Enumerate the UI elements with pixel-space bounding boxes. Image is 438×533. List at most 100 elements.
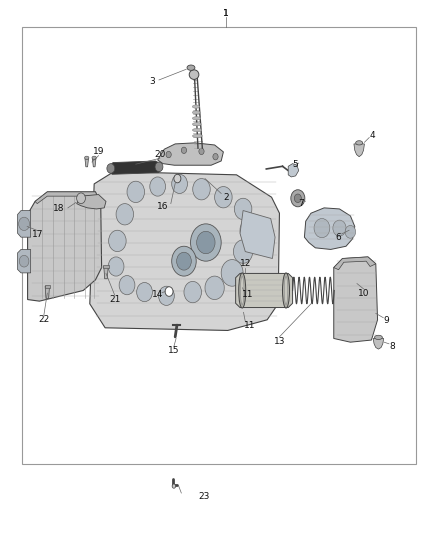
- Polygon shape: [104, 266, 108, 279]
- Circle shape: [205, 276, 224, 300]
- Circle shape: [77, 193, 85, 204]
- Text: 1: 1: [223, 9, 229, 18]
- Ellipse shape: [356, 141, 363, 145]
- Text: 11: 11: [242, 290, 253, 298]
- Circle shape: [159, 286, 174, 305]
- Text: 22: 22: [38, 316, 49, 324]
- Circle shape: [314, 219, 330, 238]
- Text: 3: 3: [150, 77, 155, 85]
- Text: 16: 16: [157, 203, 169, 211]
- Polygon shape: [18, 211, 31, 237]
- Ellipse shape: [92, 156, 96, 159]
- Ellipse shape: [284, 276, 288, 305]
- Circle shape: [191, 224, 221, 261]
- Text: 15: 15: [168, 346, 180, 355]
- Circle shape: [333, 220, 346, 236]
- Text: 7: 7: [299, 199, 304, 208]
- Circle shape: [213, 154, 218, 160]
- Polygon shape: [45, 286, 49, 298]
- Polygon shape: [18, 249, 31, 273]
- Polygon shape: [304, 208, 355, 249]
- Ellipse shape: [192, 111, 200, 114]
- Text: 11: 11: [244, 321, 255, 329]
- Circle shape: [165, 287, 173, 296]
- Text: 17: 17: [32, 230, 44, 239]
- Circle shape: [172, 246, 196, 276]
- Circle shape: [18, 217, 30, 231]
- Polygon shape: [236, 273, 293, 308]
- Circle shape: [174, 174, 181, 183]
- Polygon shape: [35, 192, 101, 205]
- Circle shape: [107, 164, 115, 173]
- Bar: [45, 285, 50, 288]
- Circle shape: [116, 204, 134, 225]
- Bar: [22, 27, 416, 464]
- Ellipse shape: [85, 156, 89, 159]
- Polygon shape: [158, 143, 223, 165]
- Circle shape: [172, 174, 187, 193]
- Text: 9: 9: [383, 317, 389, 325]
- Text: 1: 1: [223, 9, 229, 18]
- Ellipse shape: [239, 273, 246, 308]
- Ellipse shape: [283, 273, 290, 308]
- Circle shape: [199, 148, 204, 155]
- Circle shape: [294, 194, 301, 203]
- Circle shape: [172, 484, 176, 488]
- Polygon shape: [240, 211, 275, 259]
- Polygon shape: [28, 192, 102, 301]
- Text: 23: 23: [198, 492, 209, 501]
- Polygon shape: [334, 257, 378, 342]
- Ellipse shape: [192, 134, 202, 138]
- Polygon shape: [85, 159, 88, 167]
- Ellipse shape: [192, 117, 201, 120]
- Text: 2: 2: [223, 193, 229, 201]
- Ellipse shape: [192, 105, 200, 108]
- Ellipse shape: [192, 128, 202, 132]
- Circle shape: [215, 187, 232, 208]
- Ellipse shape: [187, 65, 195, 70]
- Ellipse shape: [240, 276, 244, 305]
- Polygon shape: [90, 172, 279, 330]
- Ellipse shape: [374, 335, 382, 340]
- Circle shape: [19, 255, 29, 267]
- Polygon shape: [92, 159, 96, 167]
- Circle shape: [108, 257, 124, 276]
- Circle shape: [234, 198, 252, 220]
- Circle shape: [291, 190, 305, 207]
- Circle shape: [233, 240, 253, 263]
- Circle shape: [127, 181, 145, 203]
- Polygon shape: [288, 164, 299, 177]
- Circle shape: [181, 147, 187, 154]
- Bar: [103, 265, 109, 268]
- Circle shape: [221, 260, 243, 286]
- Text: 19: 19: [93, 148, 104, 156]
- Polygon shape: [373, 338, 384, 349]
- Text: 18: 18: [53, 205, 65, 213]
- Polygon shape: [354, 144, 364, 157]
- Circle shape: [137, 282, 152, 302]
- Text: 10: 10: [358, 289, 369, 297]
- Polygon shape: [109, 161, 162, 174]
- Circle shape: [240, 219, 259, 242]
- Circle shape: [166, 151, 171, 158]
- Ellipse shape: [189, 70, 199, 79]
- Circle shape: [193, 179, 210, 200]
- Polygon shape: [77, 195, 106, 209]
- Text: 21: 21: [109, 295, 120, 304]
- Circle shape: [109, 230, 126, 252]
- Text: 5: 5: [292, 160, 298, 168]
- Text: 12: 12: [240, 260, 251, 268]
- Text: 14: 14: [152, 290, 163, 298]
- Circle shape: [119, 276, 135, 295]
- Circle shape: [177, 252, 191, 270]
- Circle shape: [197, 231, 215, 254]
- Circle shape: [150, 177, 166, 196]
- Circle shape: [345, 225, 356, 238]
- Circle shape: [155, 162, 163, 172]
- Text: 6: 6: [335, 233, 341, 241]
- Text: 20: 20: [154, 150, 166, 159]
- Text: 4: 4: [370, 132, 375, 140]
- Text: 13: 13: [274, 337, 285, 345]
- Polygon shape: [334, 257, 376, 270]
- Ellipse shape: [192, 123, 201, 126]
